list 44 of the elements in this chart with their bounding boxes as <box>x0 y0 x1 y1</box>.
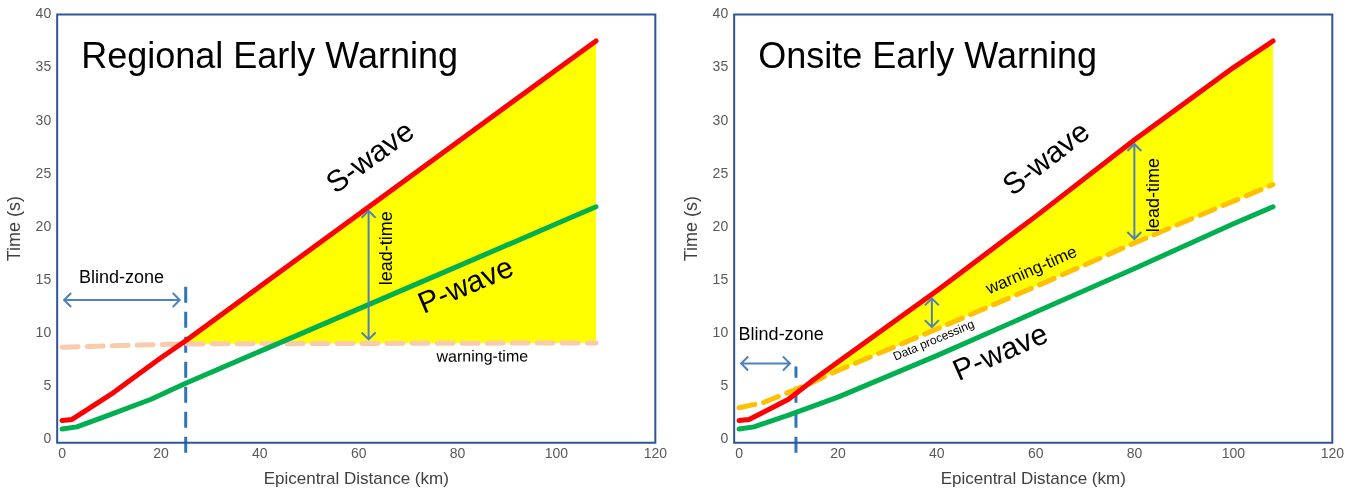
x-tick-label: 60 <box>350 445 367 462</box>
x-tick-label: 20 <box>830 445 846 462</box>
y-tick-label: 20 <box>712 217 729 234</box>
y-tick-label: 0 <box>720 430 729 447</box>
x-axis-title: Epicentral Distance (km) <box>263 469 449 489</box>
y-tick-label: 30 <box>712 111 729 128</box>
x-tick-label: 0 <box>735 445 744 462</box>
y-tick-label: 15 <box>712 271 729 288</box>
y-tick-label: 15 <box>35 271 52 288</box>
x-tick-label: 100 <box>544 445 569 462</box>
y-tick-label: 25 <box>712 164 729 181</box>
y-tick-label: 10 <box>712 324 729 341</box>
text: Onsite Early Warning <box>758 35 1097 77</box>
y-tick-label: 10 <box>35 324 52 341</box>
x-tick-label: 80 <box>449 445 466 462</box>
x-tick-label: 100 <box>1221 445 1246 462</box>
y-tick-label: 20 <box>35 217 52 234</box>
x-tick-label: 40 <box>929 445 945 462</box>
text: P-wave <box>412 249 518 320</box>
y-tick-label: 35 <box>35 58 52 75</box>
x-tick-label: 0 <box>58 445 67 462</box>
y-tick-label: 5 <box>43 377 52 394</box>
x-tick-label: 80 <box>1126 445 1143 462</box>
x-tick-label: 40 <box>252 445 268 462</box>
annotation: lead-time <box>375 211 396 286</box>
y-axis-title: Time (s) <box>680 195 701 262</box>
y-tick-label: 30 <box>35 111 52 128</box>
y-tick-label: 35 <box>712 58 729 75</box>
annotation: Blind-zone <box>738 324 824 345</box>
x-tick-label: 120 <box>1320 445 1345 462</box>
x-tick-label: 20 <box>153 445 169 462</box>
x-tick-label: 120 <box>643 445 668 462</box>
annotation: Blind-zone <box>78 267 164 287</box>
y-tick-label: 25 <box>35 164 52 181</box>
y-tick-label: 40 <box>712 5 729 22</box>
x-tick-label: 60 <box>1027 445 1044 462</box>
annotation: lead-time <box>1143 158 1164 233</box>
series-label: warning-time <box>435 347 529 365</box>
y-tick-label: 0 <box>43 430 52 447</box>
y-tick-label: 5 <box>720 377 729 394</box>
text: Regional Early Warning <box>81 35 459 77</box>
y-axis-title: Time (s) <box>3 195 24 262</box>
x-axis-title: Epicentral Distance (km) <box>940 469 1126 489</box>
y-tick-label: 40 <box>35 5 52 22</box>
